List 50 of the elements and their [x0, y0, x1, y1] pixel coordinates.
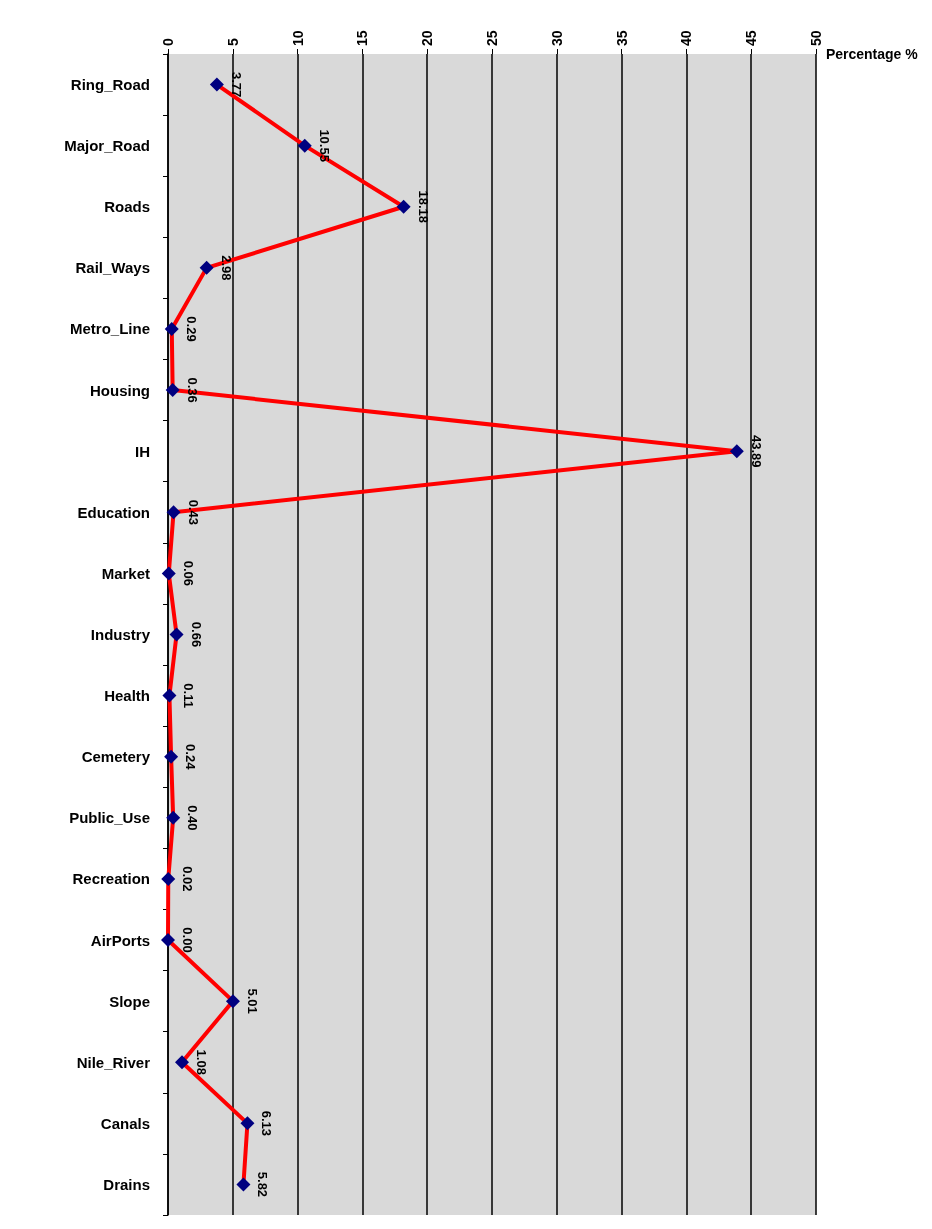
y-tick-label: Slope: [109, 992, 150, 1010]
x-tick-label: 45: [743, 30, 760, 46]
data-label: 18.18: [415, 190, 431, 224]
y-tick-label: Metro_Line: [69, 320, 150, 338]
x-tick-label: 40: [678, 30, 695, 46]
data-label: 0.00: [180, 927, 195, 953]
y-tick-label: Recreation: [72, 870, 150, 888]
x-axis-title: Percentage %: [825, 46, 919, 62]
x-tick-label: 50: [808, 30, 824, 46]
y-tick-label: Rail_Ways: [75, 259, 150, 277]
x-tick-label: 25: [484, 30, 500, 46]
data-label: 6.13: [259, 1110, 275, 1136]
data-label: 1.08: [194, 1049, 209, 1075]
data-label: 0.29: [183, 316, 199, 342]
data-label: 0.24: [183, 744, 199, 771]
y-tick-label: Industry: [90, 626, 151, 643]
data-label: 0.06: [180, 560, 196, 587]
data-label: 5.82: [255, 1171, 271, 1198]
x-tick-label: 10: [289, 30, 306, 46]
y-tick-label: Ring_Road: [70, 76, 150, 94]
x-tick-label: 30: [548, 30, 565, 46]
y-tick-label: Nile_River: [76, 1053, 151, 1071]
data-label: 0.11: [181, 683, 197, 708]
x-tick-label: 5: [224, 38, 241, 46]
y-tick-label: AirPorts: [90, 931, 150, 949]
y-tick-label: Public_Use: [69, 809, 150, 827]
y-tick-label: Market: [101, 564, 150, 582]
y-tick-label: Canals: [100, 1114, 150, 1132]
x-tick-label: 15: [354, 30, 371, 46]
data-label: 0.02: [180, 866, 196, 892]
y-tick-label: Roads: [104, 198, 150, 216]
y-tick-label: Health: [104, 687, 150, 705]
y-tick-label: Housing: [90, 381, 150, 399]
data-label: 0.66: [188, 621, 204, 648]
data-label: 0.40: [185, 805, 201, 831]
data-label: 10.55: [316, 129, 332, 162]
x-tick-label: 0: [160, 38, 176, 46]
data-label: 0.43: [185, 499, 201, 525]
data-label: 43.89: [748, 434, 764, 468]
x-tick-label: 20: [419, 30, 436, 46]
y-tick-label: Cemetery: [81, 748, 151, 766]
y-tick-label: IH: [135, 442, 150, 460]
data-label: 2.98: [218, 255, 234, 281]
x-tick-label: 35: [613, 30, 630, 46]
data-label: 3.77: [228, 71, 244, 98]
data-label: 5.01: [244, 988, 260, 1014]
data-label: 0.36: [184, 377, 200, 403]
y-tick-label: Drains: [103, 1175, 150, 1193]
y-tick-label: Education: [77, 503, 150, 521]
y-tick-label: Major_Road: [64, 137, 150, 155]
